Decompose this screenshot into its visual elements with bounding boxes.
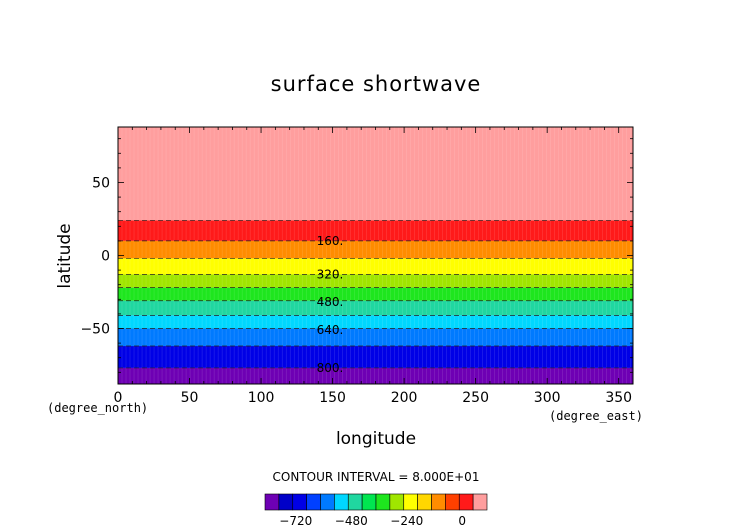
y-unit-label: (degree_north) xyxy=(47,401,148,415)
x-axis-label: longitude xyxy=(336,429,416,449)
y-tick-label: 0 xyxy=(101,249,110,265)
colorbar-swatch xyxy=(389,493,405,511)
colorbar-tick-label: −480 xyxy=(335,514,368,528)
contour-label-1: 320. xyxy=(317,267,344,281)
x-tick-label: 200 xyxy=(391,390,418,406)
colorbar-swatch xyxy=(445,493,460,511)
colorbar-swatch xyxy=(347,493,363,511)
contour-band-1 xyxy=(118,220,633,241)
colorbar-swatch xyxy=(472,493,488,511)
colorbar: −720 −480 −240 0 xyxy=(264,493,488,528)
y-tick-label: 50 xyxy=(92,175,110,191)
contour-band-10 xyxy=(118,367,633,384)
x-tick-label: 300 xyxy=(534,390,561,406)
contour-band-2 xyxy=(118,240,633,259)
x-tick-label: 150 xyxy=(319,390,346,406)
colorbar-tick-label: 0 xyxy=(458,514,466,528)
chart-title: surface shortwave xyxy=(271,72,482,96)
colorbar-swatch xyxy=(417,493,432,511)
colorbar-swatch xyxy=(292,493,307,511)
contour-band-6 xyxy=(118,300,633,316)
contour-band-3 xyxy=(118,258,633,275)
colorbar-swatch xyxy=(361,493,377,511)
x-tick-label: 250 xyxy=(462,390,489,406)
x-tick-label: 0 xyxy=(114,390,123,406)
grid-texture xyxy=(121,127,632,384)
contour-label-0: 160. xyxy=(317,234,344,248)
colorbar-swatch xyxy=(403,493,418,511)
plot-area: 160. 320. 480. 640. 800. xyxy=(118,127,633,384)
colorbar-swatch xyxy=(320,493,335,511)
contour-band-5 xyxy=(118,287,633,301)
x-tick-label: 350 xyxy=(605,390,632,406)
contour-interval-text: CONTOUR INTERVAL = 8.000E+01 xyxy=(273,470,480,484)
x-unit-label: (degree_east) xyxy=(549,409,643,423)
colorbar-swatch xyxy=(334,493,349,511)
contour-label-3: 640. xyxy=(317,323,344,337)
colorbar-swatch xyxy=(375,493,391,511)
axes: 0 50 100 150 200 250 300 350 50 0 −50 xyxy=(80,126,634,406)
colorbar-swatch xyxy=(306,493,321,511)
contour-label-4: 800. xyxy=(317,361,344,375)
colorbar-swatch xyxy=(278,493,294,511)
colorbar-tick-label: −720 xyxy=(279,514,312,528)
y-axis-label: latitude xyxy=(55,223,75,288)
colorbar-swatch xyxy=(431,493,446,511)
colorbar-swatch xyxy=(458,493,474,511)
contour-band-9 xyxy=(118,346,633,368)
x-tick-label: 100 xyxy=(248,390,275,406)
contour-band-4 xyxy=(118,274,633,288)
colorbar-swatch xyxy=(264,493,280,511)
colorbar-tick-label: −240 xyxy=(390,514,423,528)
contour-band-7 xyxy=(118,315,633,329)
x-tick-label: 50 xyxy=(181,390,199,406)
y-tick-label: −50 xyxy=(80,322,110,338)
contour-label-2: 480. xyxy=(317,295,344,309)
contour-band-0 xyxy=(118,127,633,221)
contour-band-8 xyxy=(118,328,633,347)
